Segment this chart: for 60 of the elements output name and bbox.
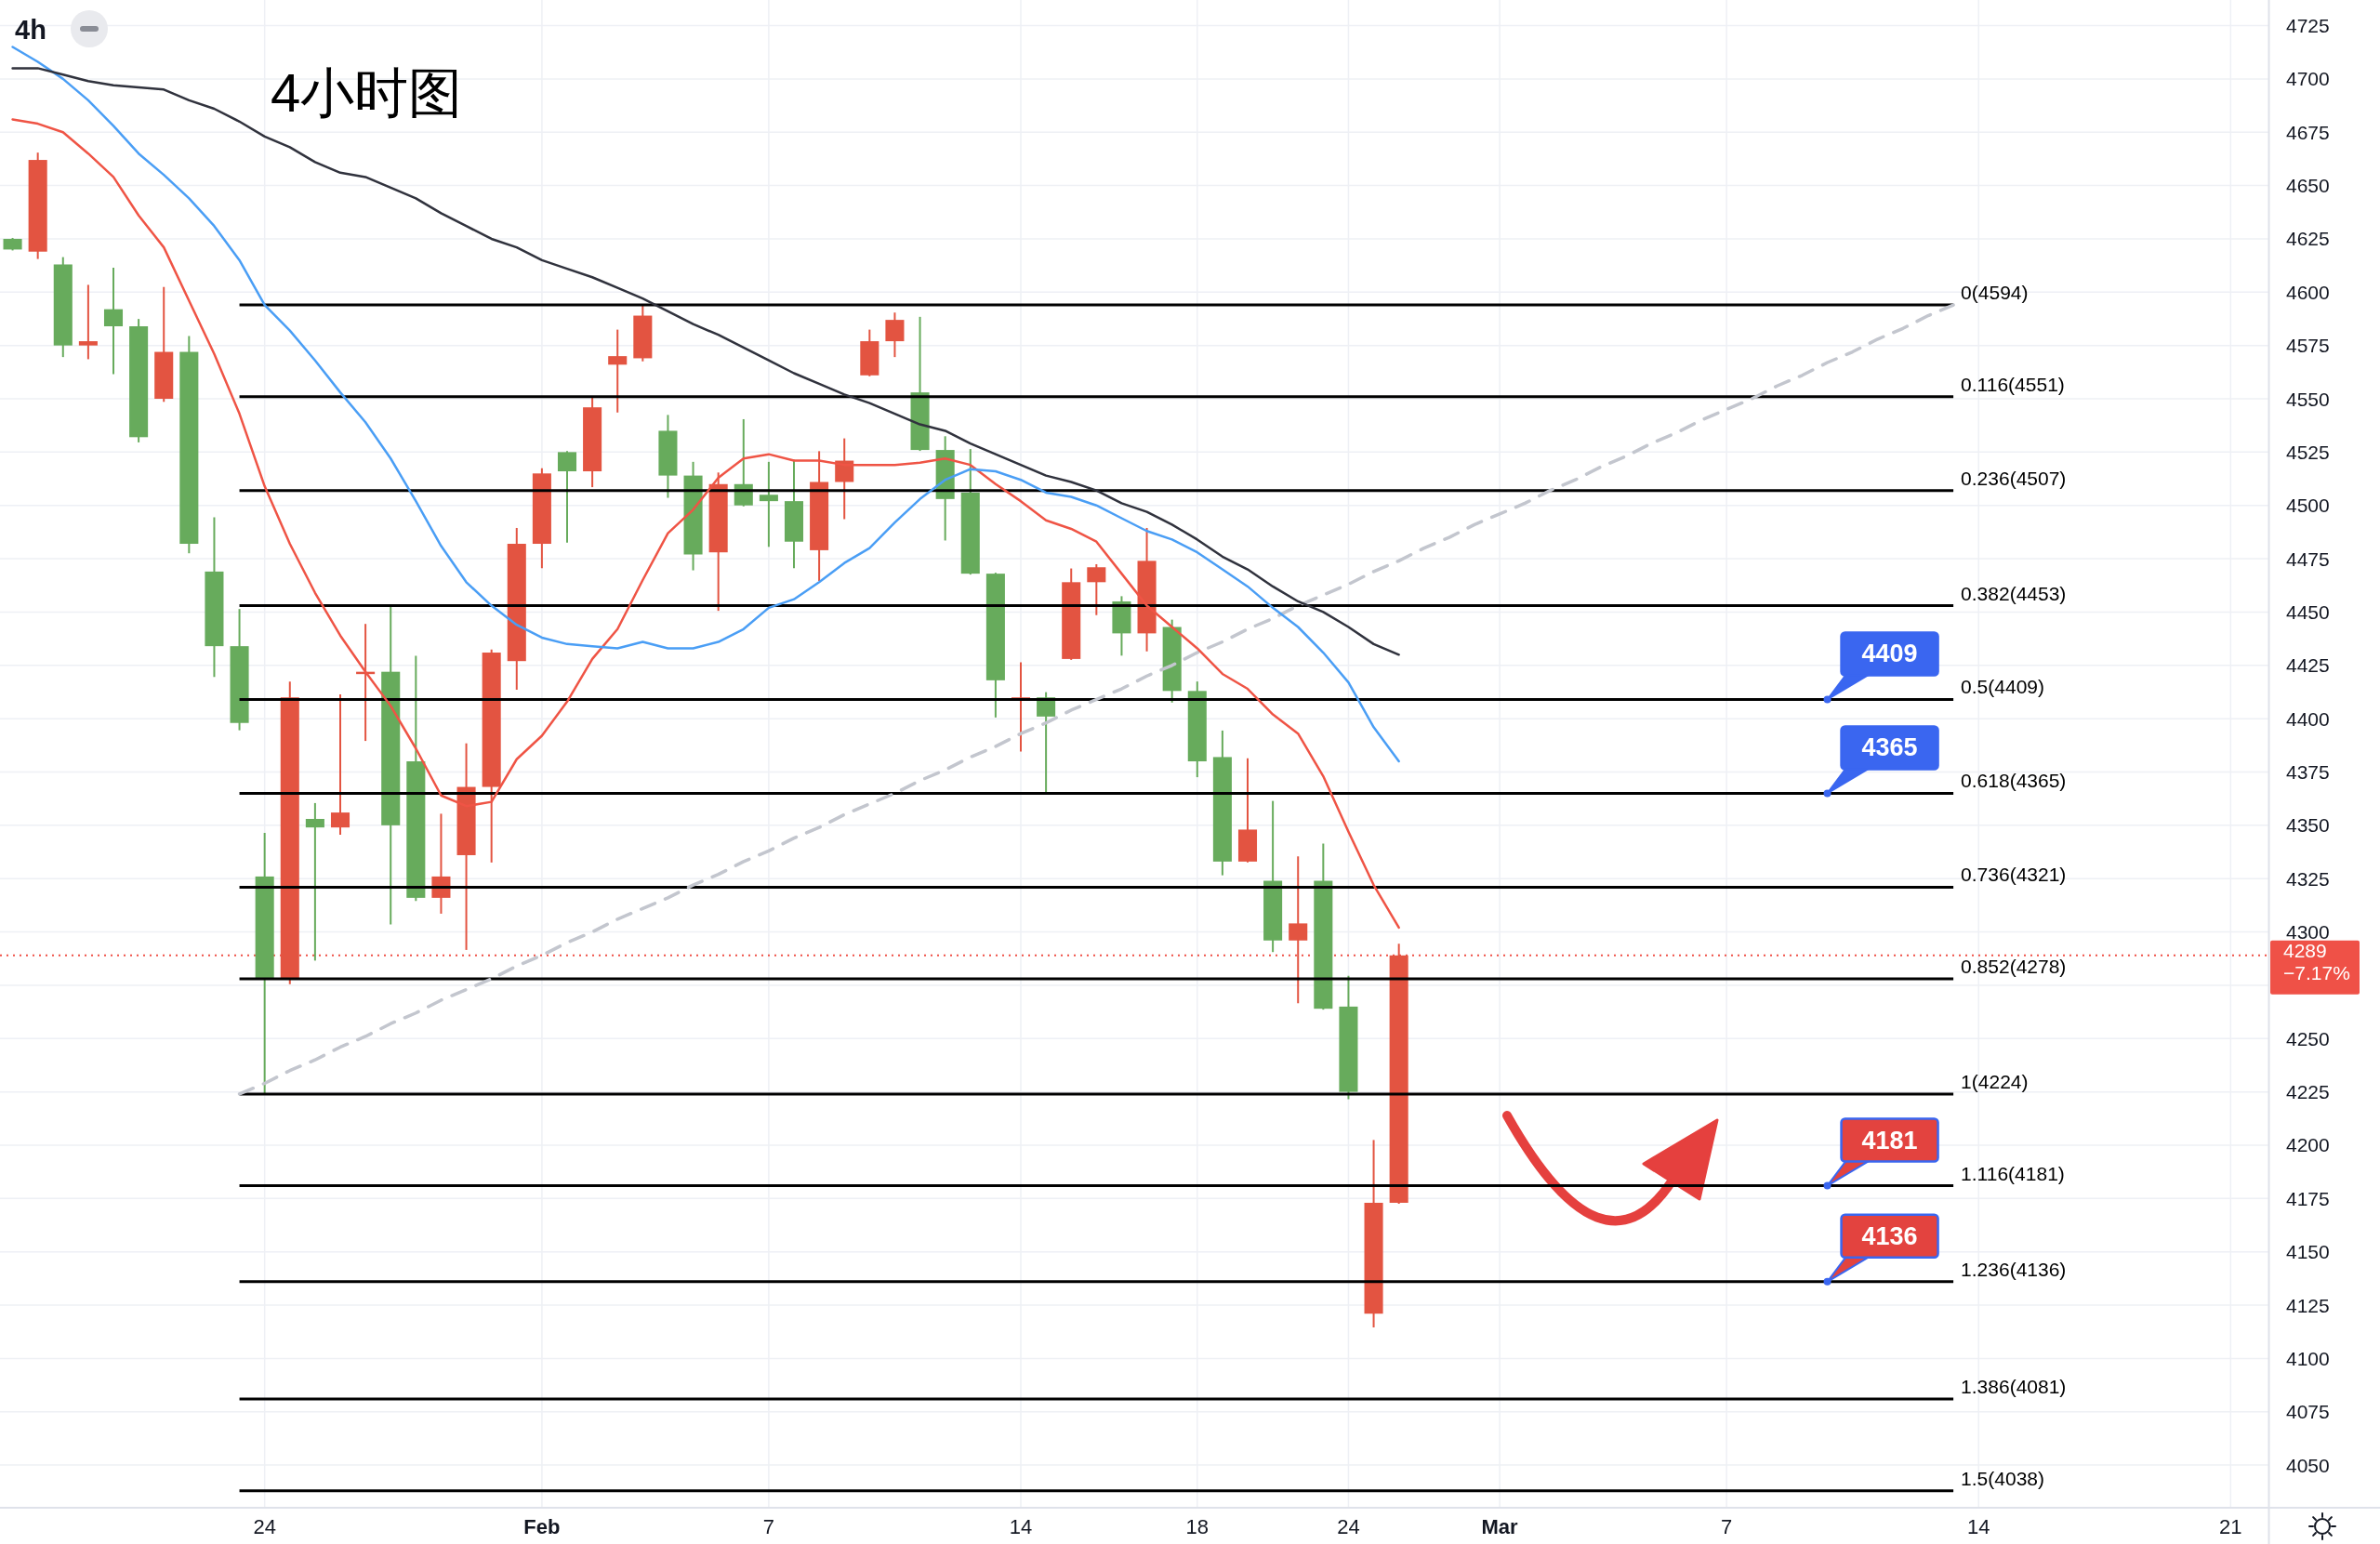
y-tick-label: 4075 (2286, 1401, 2330, 1423)
series-label: 0.852(4278) (1961, 956, 2067, 978)
data-label: 4409 (1861, 640, 1918, 668)
y-tick-label: 4175 (2286, 1187, 2330, 1209)
y-tick-label: 4150 (2286, 1241, 2330, 1263)
y-tick-label: 4100 (2286, 1347, 2330, 1369)
x-tick-label: 21 (2219, 1514, 2242, 1538)
x-tick-label: 14 (1009, 1514, 1033, 1538)
series-label: 1(4224) (1961, 1070, 2029, 1092)
x-tick-label: Feb (523, 1514, 561, 1538)
y-tick-label: 4500 (2286, 495, 2330, 517)
x-tick-label: 7 (762, 1514, 774, 1538)
data-label: 4365 (1861, 733, 1918, 762)
y-tick-label: 4375 (2286, 761, 2330, 783)
series-label: 1.386(4081) (1961, 1376, 2067, 1397)
x-tick-label: 7 (1721, 1514, 1733, 1538)
series-label: 0.5(4409) (1961, 676, 2044, 698)
series-label: 0.618(4365) (1961, 770, 2067, 792)
y-tick-label: 4250 (2286, 1027, 2330, 1049)
series-label: 0(4594) (1961, 282, 2029, 304)
y-tick-label: 4725 (2286, 15, 2330, 37)
y-tick-label: 4675 (2286, 121, 2330, 143)
subtitle: 4h (15, 15, 46, 45)
data-label: 4181 (1823, 1117, 1939, 1190)
y-tick-label: 4450 (2286, 600, 2330, 623)
y-tick-label: 4575 (2286, 335, 2330, 357)
y-tick-label: 4650 (2286, 175, 2330, 197)
y-tick-label: 4600 (2286, 281, 2330, 303)
data-label: 4136 (1861, 1221, 1918, 1250)
data-label: 4181 (1861, 1126, 1918, 1155)
y-tick-label: 4400 (2286, 707, 2330, 730)
y-tick-label: 4475 (2286, 548, 2330, 570)
y-tick-label: 4050 (2286, 1454, 2330, 1476)
y-tick-label: 4225 (2286, 1081, 2330, 1103)
series-label: 0.236(4507) (1961, 467, 2067, 489)
series-label: 0.116(4551) (1961, 373, 2065, 395)
ref-line-label: 4289 −7.17% (2270, 939, 2360, 995)
data-label: 4409 (1823, 631, 1939, 704)
data-label: 4136 (1823, 1213, 1939, 1286)
y-tick-label: 4325 (2286, 867, 2330, 890)
y-tick-label: 4700 (2286, 68, 2330, 90)
y-tick-label: 4200 (2286, 1134, 2330, 1156)
series-label: 1.236(4136) (1961, 1258, 2067, 1280)
data-label: 4365 (1823, 725, 1939, 798)
x-tick-label: 24 (253, 1514, 276, 1538)
y-tick-label: 4550 (2286, 388, 2330, 410)
y-tick-label: 4350 (2286, 814, 2330, 837)
series-label: 0.736(4321) (1961, 864, 2067, 886)
y-tick-label: 4425 (2286, 654, 2330, 677)
series-label: 1.5(4038) (1961, 1467, 2044, 1489)
x-tick-label: 24 (1337, 1514, 1360, 1538)
series-label: 0.382(4453) (1961, 582, 2067, 604)
y-tick-label: 4625 (2286, 228, 2330, 250)
x-tick-label: 14 (1967, 1514, 1990, 1538)
y-tick-label: 4525 (2286, 441, 2330, 463)
x-tick-label: Mar (1481, 1514, 1518, 1538)
title: 4小时图 (271, 62, 463, 123)
y-tick-label: 4125 (2286, 1294, 2330, 1316)
series-label: 1.116(4181) (1961, 1162, 2065, 1184)
x-tick-label: 18 (1185, 1514, 1209, 1538)
